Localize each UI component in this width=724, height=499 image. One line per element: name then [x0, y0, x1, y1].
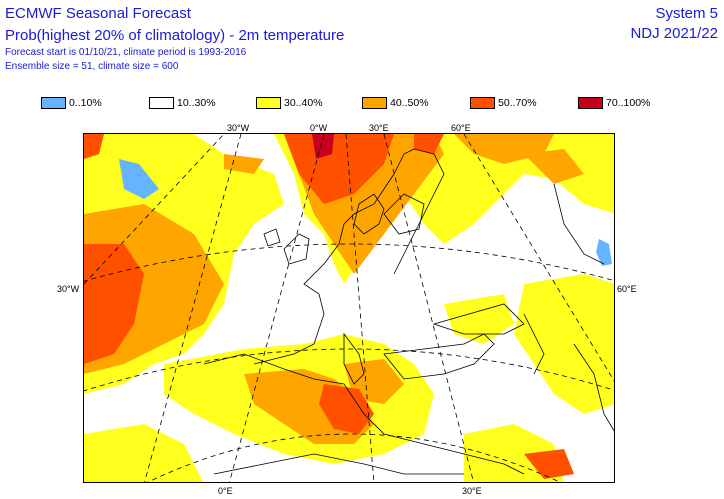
prob-0-10-regions: [119, 159, 612, 266]
legend-label: 70..100%: [606, 97, 651, 109]
graticule: [84, 134, 614, 482]
prob-70-100-regions: [312, 134, 334, 159]
legend-item-50-70: 50..70%: [470, 96, 537, 110]
axis-label-bottom-0e: 0°E: [218, 486, 233, 496]
legend-label: 0..10%: [69, 97, 102, 109]
forecast-info: Forecast start is 01/10/21, climate peri…: [5, 47, 247, 58]
prob-50-70-regions: [84, 134, 574, 479]
legend-item-10-30: 10..30%: [149, 96, 216, 110]
period-label: NDJ 2021/22: [630, 25, 718, 42]
ensemble-info: Ensemble size = 51, climate size = 600: [5, 61, 179, 72]
legend-label: 50..70%: [498, 97, 537, 109]
legend-label: 40..50%: [390, 97, 429, 109]
legend-item-40-50: 40..50%: [362, 96, 429, 110]
legend-swatch: [41, 97, 66, 109]
coastlines: [203, 148, 614, 475]
legend-item-0-10: 0..10%: [41, 96, 102, 110]
axis-label-left-30w: 30°W: [57, 284, 80, 294]
axis-label-top-30e: 30°E: [369, 123, 389, 133]
legend-swatch: [256, 97, 281, 109]
legend: 0..10% 10..30% 30..40% 40..50% 50..70% 7…: [0, 96, 724, 110]
axis-label-top-30w: 30°W: [227, 123, 250, 133]
system-label: System 5: [655, 5, 718, 22]
forecast-map: [83, 133, 615, 483]
axis-label-top-60e: 60°E: [451, 123, 471, 133]
axis-label-bottom-30e: 30°E: [462, 486, 482, 496]
legend-label: 10..30%: [177, 97, 216, 109]
axis-label-top-0w: 0°W: [310, 123, 328, 133]
map-subtitle: Prob(highest 20% of climatology) - 2m te…: [5, 27, 345, 44]
legend-label: 30..40%: [284, 97, 323, 109]
axis-label-right-60e: 60°E: [617, 284, 637, 294]
legend-swatch: [149, 97, 174, 109]
legend-item-70-100: 70..100%: [578, 96, 650, 110]
map-svg: [84, 134, 614, 482]
legend-item-30-40: 30..40%: [256, 96, 323, 110]
legend-swatch: [362, 97, 387, 109]
map-title: ECMWF Seasonal Forecast: [5, 5, 191, 22]
legend-swatch: [470, 97, 495, 109]
legend-swatch: [578, 97, 603, 109]
